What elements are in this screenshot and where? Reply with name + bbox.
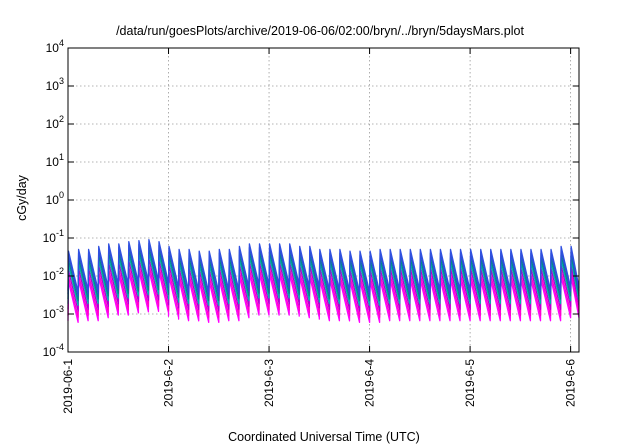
x-tick-labels: 2019-06-1 2019-6-2 2019-6-3 2019-6-4 2019-6-… xyxy=(61,359,578,414)
x-tick-label: 2019-6-2 xyxy=(162,359,176,407)
y-tick-label: 103 xyxy=(46,76,64,93)
x-tick-label: 2019-6-6 xyxy=(564,359,578,407)
x-tick-label: 2019-06-1 xyxy=(61,359,75,414)
y-tick-label: 102 xyxy=(46,114,64,131)
y-tick-label: 101 xyxy=(46,152,64,169)
x-tick-label: 2019-6-4 xyxy=(363,359,377,407)
y-tick-label: 10-3 xyxy=(43,304,64,321)
grid xyxy=(68,48,579,352)
tick-marks xyxy=(67,47,579,353)
x-tick-label: 2019-6-3 xyxy=(262,359,276,407)
y-tick-labels: 104 103 102 101 100 10-1 10-2 10-3 10-4 xyxy=(43,38,64,359)
y-tick-label: 100 xyxy=(46,190,64,207)
chart-title: /data/run/goesPlots/archive/2019-06-06/0… xyxy=(116,24,524,38)
series-line xyxy=(67,239,580,293)
y-tick-label: 10-1 xyxy=(43,228,64,245)
series-lines xyxy=(67,239,580,324)
y-tick-label: 10-4 xyxy=(43,342,64,359)
x-tick-label: 2019-6-5 xyxy=(463,359,477,407)
y-axis-label: cGy/day xyxy=(15,174,29,221)
y-tick-label: 10-2 xyxy=(43,266,64,283)
x-axis-label: Coordinated Universal Time (UTC) xyxy=(228,430,420,444)
y-tick-label: 104 xyxy=(46,38,64,55)
